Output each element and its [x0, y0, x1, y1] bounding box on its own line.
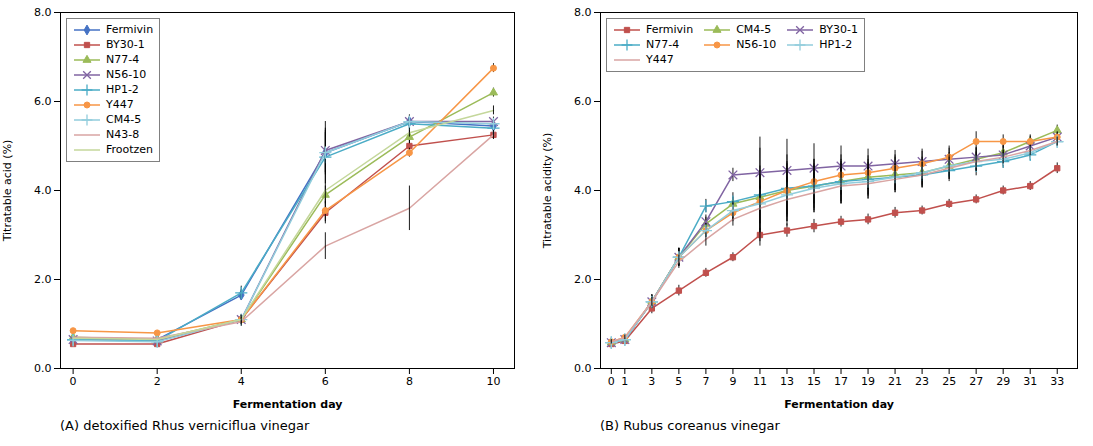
svg-text:29: 29: [996, 375, 1010, 388]
svg-text:1: 1: [621, 375, 628, 388]
html-text:N77-4: N77-4: [106, 53, 140, 66]
html-text:Fermivin: Fermivin: [646, 23, 694, 36]
svg-text:Fermentation day: Fermentation day: [784, 398, 894, 411]
html-text:N56-10: N56-10: [736, 38, 777, 51]
svg-text:0: 0: [608, 375, 615, 388]
svg-text:9: 9: [729, 375, 736, 388]
html-text:CM4-5: CM4-5: [736, 23, 772, 36]
svg-text:7: 7: [702, 375, 709, 388]
svg-text:6: 6: [322, 375, 329, 388]
svg-text:2.0: 2.0: [574, 273, 592, 286]
svg-text:11: 11: [753, 375, 767, 388]
svg-text:13: 13: [780, 375, 794, 388]
html-text:N43-8: N43-8: [106, 128, 140, 141]
html-text:BY30-1: BY30-1: [819, 23, 858, 36]
svg-text:6.0: 6.0: [34, 95, 52, 108]
svg-text:2.0: 2.0: [34, 273, 52, 286]
svg-text:5: 5: [675, 375, 682, 388]
html-text:N56-10: N56-10: [106, 68, 147, 81]
svg-text:33: 33: [1050, 375, 1064, 388]
svg-text:0: 0: [70, 375, 77, 388]
svg-text:31: 31: [1023, 375, 1037, 388]
html-text:(A) detoxified Rhus verniciflu: (A) detoxified Rhus verniciflua vinegar: [60, 418, 310, 433]
svg-text:21: 21: [888, 375, 902, 388]
svg-text:17: 17: [834, 375, 848, 388]
svg-text:15: 15: [807, 375, 821, 388]
svg-text:8: 8: [406, 375, 413, 388]
svg-text:27: 27: [969, 375, 983, 388]
svg-text:Fermentation day: Fermentation day: [233, 398, 343, 411]
svg-text:8.0: 8.0: [574, 6, 592, 19]
html-text:Fermivin: Fermivin: [106, 23, 154, 36]
html-text:CM4-5: CM4-5: [106, 113, 142, 126]
svg-text:2: 2: [154, 375, 161, 388]
html-text:BY30-1: BY30-1: [106, 38, 145, 51]
svg-text:19: 19: [861, 375, 875, 388]
html-text:HP1-2: HP1-2: [106, 83, 139, 96]
svg-text:25: 25: [942, 375, 956, 388]
svg-text:Titratable acidity (%): Titratable acidity (%): [541, 133, 554, 250]
svg-text:3: 3: [648, 375, 655, 388]
html-text:(B) Rubus coreanus vinegar: (B) Rubus coreanus vinegar: [600, 418, 780, 433]
html-text:HP1-2: HP1-2: [819, 38, 853, 51]
svg-text:4.0: 4.0: [34, 184, 52, 197]
html-text:Y447: Y447: [646, 53, 674, 66]
svg-text:Titratable acid (%): Titratable acid (%): [1, 140, 14, 243]
svg-text:6.0: 6.0: [574, 95, 592, 108]
svg-text:4: 4: [238, 375, 245, 388]
html-text:Frootzen: Frootzen: [106, 143, 154, 156]
svg-text:8.0: 8.0: [34, 6, 52, 19]
svg-text:23: 23: [915, 375, 929, 388]
svg-text:0.0: 0.0: [574, 362, 592, 375]
html-text:N77-4: N77-4: [646, 38, 680, 51]
svg-text:0.0: 0.0: [34, 362, 52, 375]
html-text:Y447: Y447: [106, 98, 134, 111]
svg-text:4.0: 4.0: [574, 184, 592, 197]
svg-text:10: 10: [486, 375, 500, 388]
